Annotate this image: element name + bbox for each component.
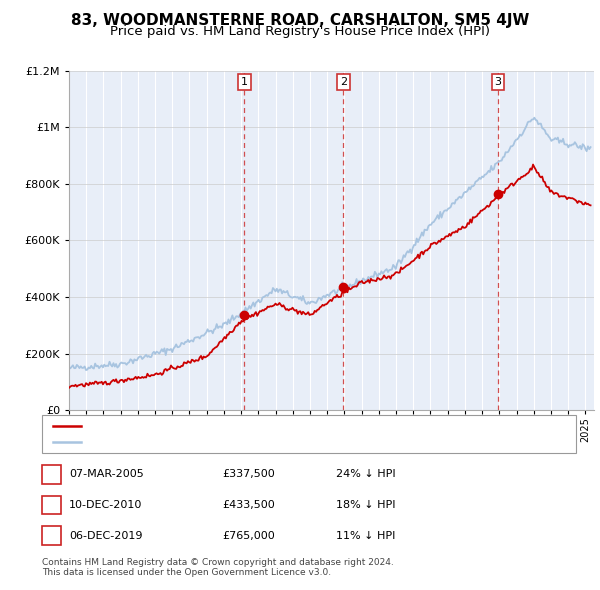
Text: 83, WOODMANSTERNE ROAD, CARSHALTON, SM5 4JW (detached house): 83, WOODMANSTERNE ROAD, CARSHALTON, SM5 … [87,421,482,431]
Text: 11% ↓ HPI: 11% ↓ HPI [336,531,395,540]
Text: 18% ↓ HPI: 18% ↓ HPI [336,500,395,510]
Text: 3: 3 [494,77,502,87]
Text: £765,000: £765,000 [222,531,275,540]
Text: 24% ↓ HPI: 24% ↓ HPI [336,470,395,479]
Text: £337,500: £337,500 [222,470,275,479]
Text: £433,500: £433,500 [222,500,275,510]
Text: 1: 1 [241,77,248,87]
Text: 2: 2 [340,77,347,87]
Text: 10-DEC-2010: 10-DEC-2010 [69,500,142,510]
Text: 06-DEC-2019: 06-DEC-2019 [69,531,143,540]
Text: 1: 1 [48,470,55,479]
Text: 07-MAR-2005: 07-MAR-2005 [69,470,144,479]
Text: 2: 2 [48,500,55,510]
Text: 3: 3 [48,531,55,540]
Text: Contains HM Land Registry data © Crown copyright and database right 2024.
This d: Contains HM Land Registry data © Crown c… [42,558,394,577]
Text: HPI: Average price, detached house, Sutton: HPI: Average price, detached house, Sutt… [87,437,325,447]
Text: 83, WOODMANSTERNE ROAD, CARSHALTON, SM5 4JW: 83, WOODMANSTERNE ROAD, CARSHALTON, SM5 … [71,13,529,28]
Text: Price paid vs. HM Land Registry's House Price Index (HPI): Price paid vs. HM Land Registry's House … [110,25,490,38]
